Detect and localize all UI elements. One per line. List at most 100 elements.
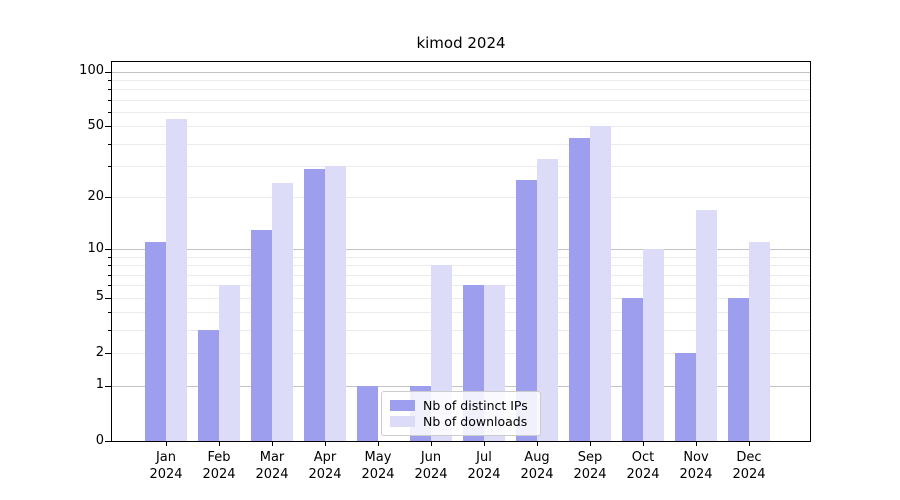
y-tick-mark — [105, 353, 112, 355]
bar-distinct-ips-nov — [675, 353, 696, 441]
legend: Nb of distinct IPs Nb of downloads — [381, 391, 541, 436]
x-axis-tick-label: Sep 2024 — [573, 450, 607, 482]
legend-label-downloads: Nb of downloads — [423, 414, 528, 429]
x-tick-mark — [749, 441, 750, 446]
y-axis-tick-label: 1 — [95, 377, 104, 392]
bar-downloads-dec — [749, 242, 770, 441]
gridline-minor — [112, 166, 810, 168]
gridline-major — [112, 385, 810, 387]
x-tick-mark — [643, 441, 644, 446]
bar-distinct-ips-apr — [304, 168, 325, 441]
plot-area — [111, 61, 811, 442]
y-tick-mark — [105, 249, 112, 251]
y-tick-mark — [105, 385, 112, 387]
y-axis-tick-label: 100 — [79, 63, 104, 79]
y-minor-tick-mark — [108, 265, 112, 267]
y-minor-tick-mark — [108, 274, 112, 276]
bar-downloads-jan — [166, 118, 187, 441]
x-axis-tick-label: Mar 2024 — [255, 450, 289, 482]
bar-distinct-ips-oct — [622, 297, 643, 441]
gridline-minor — [112, 80, 810, 81]
bar-downloads-sep — [590, 126, 611, 441]
y-minor-tick-mark — [108, 112, 112, 113]
x-tick-mark — [696, 441, 697, 446]
x-axis-tick-label: Feb 2024 — [202, 450, 236, 482]
legend-swatch-downloads — [390, 416, 415, 427]
y-minor-tick-mark — [108, 285, 112, 287]
x-tick-mark — [166, 441, 167, 446]
y-axis-tick-label: 5 — [95, 289, 104, 305]
bar-distinct-ips-feb — [198, 330, 219, 441]
gridline-minor — [112, 89, 810, 91]
legend-item-downloads: Nb of downloads — [390, 414, 532, 429]
x-axis-tick-label: Aug 2024 — [520, 450, 554, 482]
legend-item-distinct-ips: Nb of distinct IPs — [390, 398, 532, 413]
bar-downloads-oct — [643, 249, 664, 441]
y-tick-mark — [105, 126, 112, 128]
x-tick-mark — [378, 441, 379, 446]
gridline-minor — [112, 297, 810, 299]
x-axis-tick-label: Nov 2024 — [679, 450, 713, 482]
bar-distinct-ips-sep — [569, 138, 590, 441]
y-tick-mark — [105, 297, 112, 299]
bar-distinct-ips-jan — [145, 242, 166, 441]
y-axis-tick-label: 20 — [87, 188, 104, 204]
x-tick-mark — [219, 441, 220, 446]
bar-downloads-nov — [696, 209, 717, 441]
y-minor-tick-mark — [108, 166, 112, 168]
bar-downloads-aug — [537, 158, 558, 441]
bar-distinct-ips-mar — [251, 229, 272, 441]
x-tick-mark — [431, 441, 432, 446]
x-axis-tick-label: Dec 2024 — [732, 450, 766, 482]
y-axis-tick-label: 50 — [87, 117, 104, 133]
gridline-minor — [112, 99, 810, 101]
y-axis-tick-label: 0 — [95, 432, 104, 448]
gridline-minor — [112, 112, 810, 113]
x-tick-mark — [537, 441, 538, 446]
y-tick-mark — [105, 71, 112, 73]
y-minor-tick-mark — [108, 99, 112, 101]
x-tick-mark — [484, 441, 485, 446]
y-axis-tick-label: 2 — [95, 344, 104, 360]
bar-downloads-mar — [272, 183, 293, 441]
gridline-minor — [112, 353, 810, 355]
x-tick-mark — [272, 441, 273, 446]
y-minor-tick-mark — [108, 89, 112, 91]
bar-distinct-ips-aug — [516, 180, 537, 441]
bar-downloads-feb — [219, 285, 240, 441]
x-axis-tick-label: Jul 2024 — [467, 450, 501, 482]
x-tick-mark — [590, 441, 591, 446]
y-minor-tick-mark — [108, 256, 112, 258]
x-axis-tick-label: Jan 2024 — [149, 450, 183, 482]
y-axis-tick-label: 10 — [87, 240, 104, 256]
y-minor-tick-mark — [108, 80, 112, 81]
x-axis-tick-label: Oct 2024 — [626, 450, 660, 482]
chart-title: kimod 2024 — [416, 34, 506, 52]
gridline-minor — [112, 143, 810, 145]
legend-swatch-distinct-ips — [390, 400, 415, 411]
bar-downloads-apr — [325, 166, 346, 441]
y-minor-tick-mark — [108, 143, 112, 145]
gridline-minor — [112, 274, 810, 276]
gridline-major — [112, 249, 810, 251]
gridline-minor — [112, 126, 810, 128]
gridline-major — [112, 71, 810, 73]
legend-label-distinct-ips: Nb of distinct IPs — [423, 398, 528, 413]
x-tick-mark — [325, 441, 326, 446]
x-axis-tick-label: Jun 2024 — [414, 450, 448, 482]
x-axis-tick-label: May 2024 — [361, 450, 395, 482]
bar-distinct-ips-may — [357, 385, 378, 441]
gridline-minor — [112, 312, 810, 314]
gridline-minor — [112, 256, 810, 258]
y-minor-tick-mark — [108, 312, 112, 314]
y-minor-tick-mark — [108, 330, 112, 332]
gridline-minor — [112, 330, 810, 332]
y-tick-mark — [105, 197, 112, 199]
x-axis-tick-label: Apr 2024 — [308, 450, 342, 482]
gridline-minor — [112, 285, 810, 287]
gridline-minor — [112, 197, 810, 199]
bar-distinct-ips-dec — [728, 297, 749, 441]
gridline-minor — [112, 265, 810, 267]
y-tick-mark — [105, 441, 112, 442]
